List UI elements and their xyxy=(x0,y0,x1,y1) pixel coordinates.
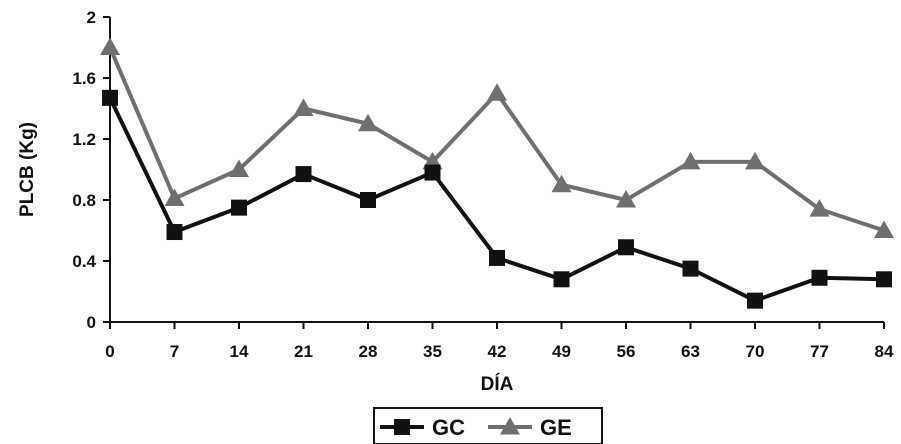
x-tick-label: 49 xyxy=(552,342,571,361)
y-tick-label: 0.8 xyxy=(72,191,96,210)
x-tick-label: 84 xyxy=(875,342,894,361)
x-tick-label: 42 xyxy=(488,342,507,361)
y-tick-label: 0.4 xyxy=(72,252,96,271)
y-axis-title: PLCB (Kg) xyxy=(17,122,38,217)
legend: GC GE xyxy=(374,408,602,444)
series-layer xyxy=(100,38,894,309)
x-tick-label: 7 xyxy=(170,342,179,361)
data-point-gc xyxy=(489,250,505,266)
data-point-gc xyxy=(231,200,247,216)
data-point-gc xyxy=(747,293,763,309)
legend-marker-gc xyxy=(394,419,410,435)
x-tick-label: 56 xyxy=(617,342,636,361)
x-tick-label: 0 xyxy=(105,342,114,361)
y-tick-label: 1.6 xyxy=(72,69,96,88)
data-point-gc xyxy=(554,271,570,287)
series-line-ge xyxy=(110,48,884,231)
x-tick-label: 63 xyxy=(681,342,700,361)
y-tick-label: 1.2 xyxy=(72,130,96,149)
data-point-gc xyxy=(296,166,312,182)
data-point-gc xyxy=(876,271,892,287)
data-point-gc xyxy=(618,239,634,255)
data-point-ge xyxy=(294,99,314,117)
data-point-gc xyxy=(360,192,376,208)
legend-label-ge: GE xyxy=(540,415,572,440)
y-tick-label: 2 xyxy=(87,8,96,27)
data-point-gc xyxy=(167,224,183,240)
series-ge xyxy=(100,38,894,239)
data-point-gc xyxy=(102,90,118,106)
y-tick-label: 0 xyxy=(87,313,96,332)
x-tick-label: 28 xyxy=(359,342,378,361)
x-tick-label: 35 xyxy=(423,342,442,361)
data-point-gc xyxy=(425,165,441,181)
x-tick-label: 14 xyxy=(230,342,249,361)
axes: 0 0.4 0.8 1.2 1.6 2 0 7 14 21 28 35 42 49 56 63 70 77 84 xyxy=(72,8,894,361)
x-axis-title: DÍA xyxy=(481,373,514,395)
data-point-ge xyxy=(487,83,507,101)
legend-label-gc: GC xyxy=(432,415,465,440)
x-tick-label: 21 xyxy=(294,342,313,361)
x-tick-label: 77 xyxy=(810,342,829,361)
series-gc xyxy=(102,90,892,309)
data-point-ge xyxy=(100,38,120,56)
data-point-gc xyxy=(812,270,828,286)
data-point-gc xyxy=(683,261,699,277)
series-line-gc xyxy=(110,98,884,301)
x-tick-label: 70 xyxy=(746,342,765,361)
